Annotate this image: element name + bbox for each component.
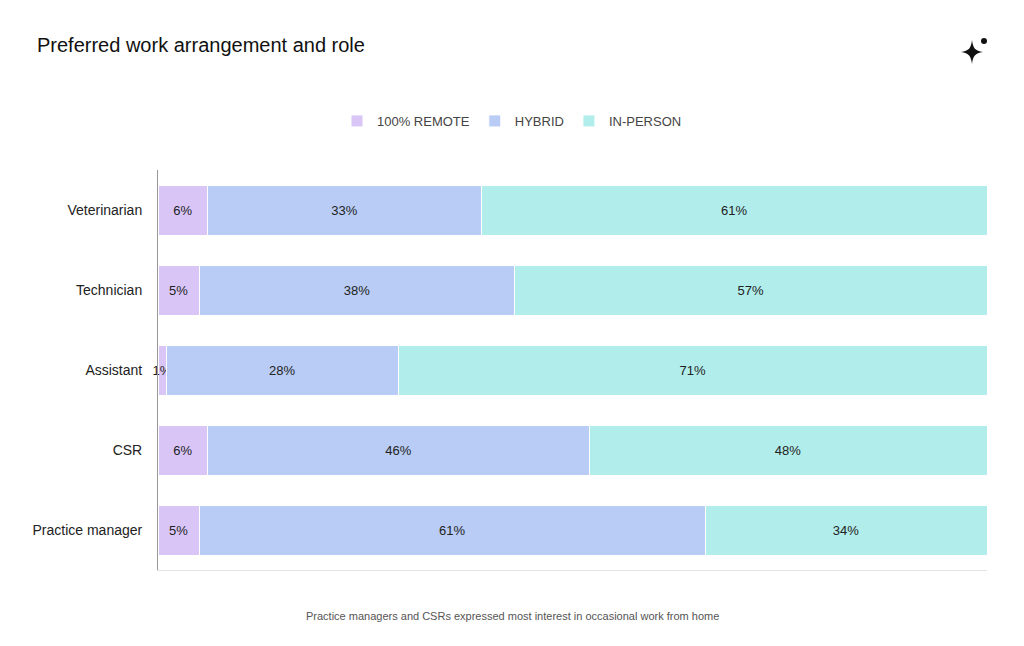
svg-text:6%: 6% [173,203,192,218]
svg-text:CSR: CSR [113,442,143,458]
svg-text:28%: 28% [269,363,295,378]
svg-text:HYBRID: HYBRID [515,114,564,129]
svg-text:61%: 61% [721,203,747,218]
svg-text:46%: 46% [385,443,411,458]
svg-text:33%: 33% [331,203,357,218]
svg-text:Practice managers and CSRs exp: Practice managers and CSRs expressed mos… [306,610,719,622]
svg-text:100% REMOTE: 100% REMOTE [377,114,470,129]
svg-text:48%: 48% [775,443,801,458]
svg-text:5%: 5% [169,283,188,298]
svg-text:1%: 1% [153,363,172,378]
svg-text:IN-PERSON: IN-PERSON [609,114,681,129]
svg-text:38%: 38% [344,283,370,298]
svg-text:5%: 5% [169,523,188,538]
svg-text:71%: 71% [679,363,705,378]
svg-text:Assistant: Assistant [85,362,142,378]
svg-text:Preferred work arrangement and: Preferred work arrangement and role [37,34,365,56]
svg-text:Practice manager: Practice manager [32,522,142,538]
svg-text:Technician: Technician [76,282,142,298]
svg-text:57%: 57% [738,283,764,298]
svg-text:61%: 61% [439,523,465,538]
svg-text:34%: 34% [833,523,859,538]
svg-text:6%: 6% [173,443,192,458]
svg-text:Veterinarian: Veterinarian [67,202,142,218]
